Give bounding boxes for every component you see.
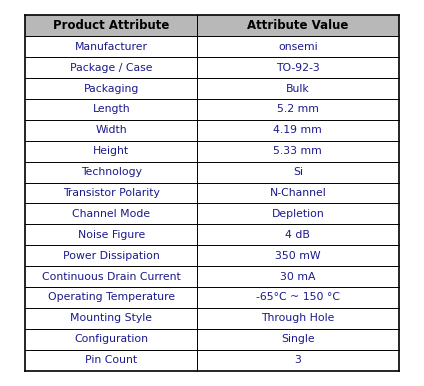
Bar (197, 329, 399, 350)
Bar (25, 162, 197, 183)
Text: Width: Width (95, 125, 127, 135)
Text: N-Channel: N-Channel (269, 188, 326, 198)
Text: 5.33 mm: 5.33 mm (273, 146, 322, 156)
Text: 30 mA: 30 mA (280, 272, 315, 281)
Text: 5.2 mm: 5.2 mm (277, 105, 319, 114)
Text: Configuration: Configuration (74, 334, 148, 344)
Bar (197, 99, 399, 120)
Bar (197, 350, 399, 371)
Text: Pin Count: Pin Count (85, 355, 137, 365)
Bar (197, 224, 399, 245)
Bar (197, 120, 399, 141)
Text: Package / Case: Package / Case (70, 63, 153, 73)
Bar (197, 203, 399, 224)
Text: Packaging: Packaging (84, 83, 139, 93)
Bar (25, 120, 197, 141)
Text: Channel Mode: Channel Mode (72, 209, 151, 219)
Bar (25, 245, 197, 266)
Text: Single: Single (281, 334, 315, 344)
Text: 4.19 mm: 4.19 mm (273, 125, 322, 135)
Text: -65°C ~ 150 °C: -65°C ~ 150 °C (256, 293, 340, 303)
Text: Depletion: Depletion (271, 209, 324, 219)
Bar (197, 266, 399, 287)
Bar (25, 78, 197, 99)
Bar (25, 287, 197, 308)
Bar (25, 36, 197, 57)
Bar (197, 78, 399, 99)
Text: 3: 3 (294, 355, 301, 365)
Bar (197, 36, 399, 57)
Text: Bulk: Bulk (286, 83, 310, 93)
Text: Technology: Technology (81, 167, 142, 177)
Bar (25, 224, 197, 245)
Text: Through Hole: Through Hole (261, 313, 335, 323)
Bar (197, 15, 399, 36)
Text: Manufacturer: Manufacturer (75, 42, 148, 52)
Bar (25, 57, 197, 78)
Bar (197, 287, 399, 308)
Text: Si: Si (293, 167, 303, 177)
Text: Length: Length (92, 105, 130, 114)
Bar (25, 266, 197, 287)
Text: Noise Figure: Noise Figure (78, 230, 145, 240)
Bar (197, 245, 399, 266)
Bar (25, 183, 197, 203)
Bar (25, 308, 197, 329)
Text: Power Dissipation: Power Dissipation (63, 251, 159, 261)
Bar (25, 99, 197, 120)
Bar (25, 350, 197, 371)
Bar (197, 183, 399, 203)
Text: Transistor Polarity: Transistor Polarity (63, 188, 160, 198)
Text: Attribute Value: Attribute Value (247, 19, 349, 32)
Bar (25, 203, 197, 224)
Text: TO-92-3: TO-92-3 (276, 63, 320, 73)
Text: Mounting Style: Mounting Style (70, 313, 152, 323)
Bar (25, 15, 197, 36)
Text: onsemi: onsemi (278, 42, 318, 52)
Text: Product Attribute: Product Attribute (53, 19, 170, 32)
Text: 4 dB: 4 dB (285, 230, 310, 240)
Text: Operating Temperature: Operating Temperature (47, 293, 175, 303)
Text: Height: Height (93, 146, 129, 156)
Bar (25, 141, 197, 162)
Bar (197, 308, 399, 329)
Bar (25, 329, 197, 350)
Bar (197, 57, 399, 78)
Bar (197, 162, 399, 183)
Bar (197, 141, 399, 162)
Text: Continuous Drain Current: Continuous Drain Current (42, 272, 181, 281)
Text: 350 mW: 350 mW (275, 251, 321, 261)
